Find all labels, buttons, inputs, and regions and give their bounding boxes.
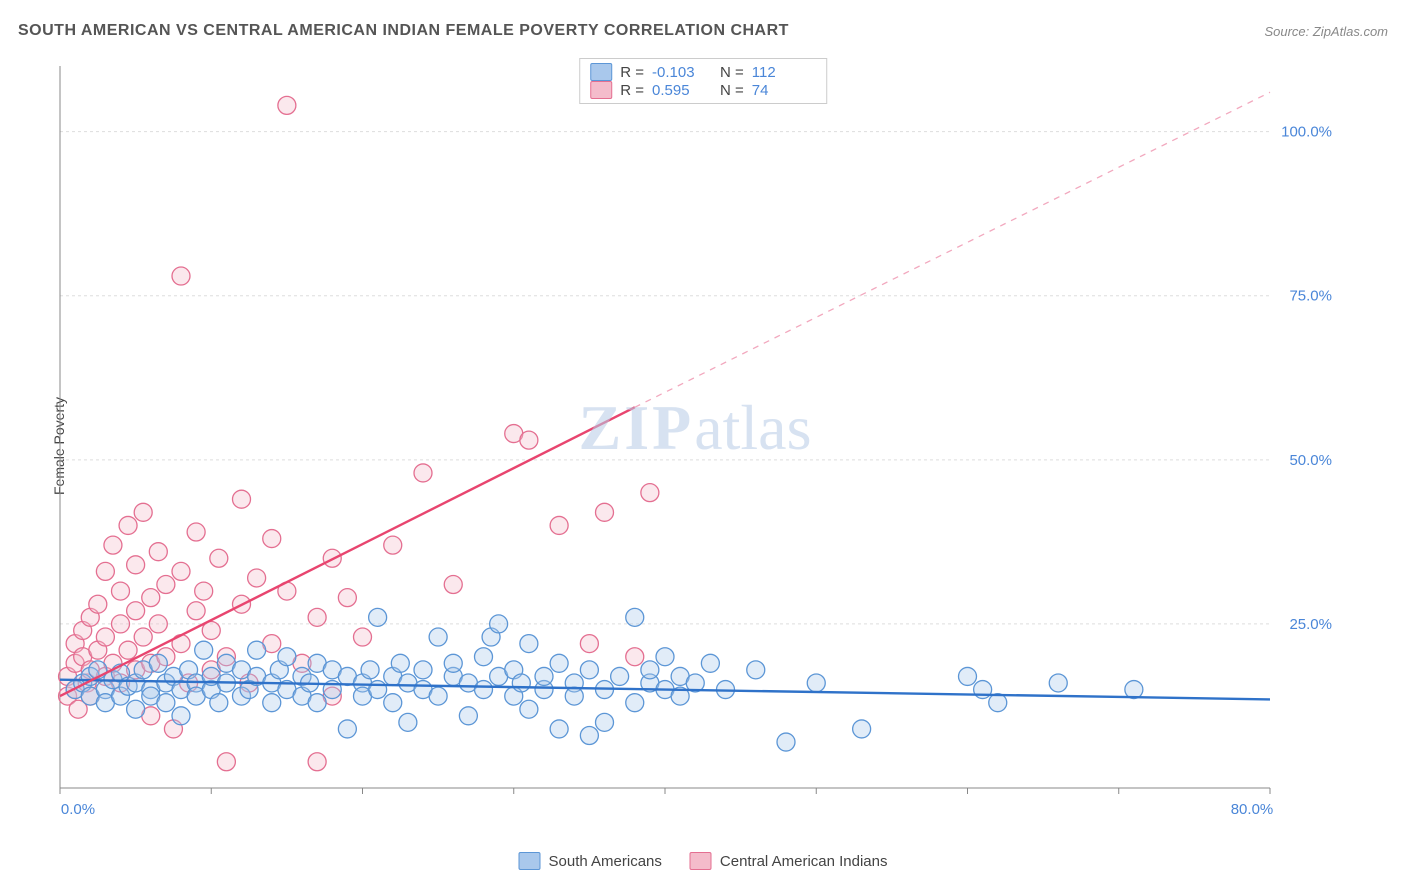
svg-text:50.0%: 50.0%: [1289, 452, 1332, 469]
r-value: -0.103: [652, 64, 712, 81]
legend-swatch: [590, 63, 612, 81]
legend-label: South Americans: [549, 853, 662, 870]
n-label: N =: [720, 82, 744, 99]
legend-swatch: [590, 81, 612, 99]
corr-legend-row: R = -0.103 N = 112: [590, 63, 812, 81]
legend-swatch: [690, 852, 712, 870]
svg-text:100.0%: 100.0%: [1281, 124, 1332, 141]
chart-title: SOUTH AMERICAN VS CENTRAL AMERICAN INDIA…: [18, 22, 789, 40]
svg-text:75.0%: 75.0%: [1289, 288, 1332, 305]
svg-text:25.0%: 25.0%: [1289, 616, 1332, 633]
scatter-chart: 25.0% 50.0% 75.0% 100.0% 0.0% 80.0%: [50, 58, 1340, 828]
r-value: 0.595: [652, 82, 712, 99]
legend-item: South Americans: [519, 852, 662, 870]
legend-label: Central American Indians: [720, 853, 888, 870]
chart-source: Source: ZipAtlas.com: [1264, 24, 1388, 39]
legend-swatch: [519, 852, 541, 870]
svg-text:80.0%: 80.0%: [1231, 801, 1274, 818]
n-label: N =: [720, 64, 744, 81]
plot-area: 25.0%50.0%75.0%100.0%0.0%80.0% ZIPatlas: [50, 58, 1340, 828]
legend-item: Central American Indians: [690, 852, 888, 870]
svg-text:0.0%: 0.0%: [61, 801, 95, 818]
n-value: 112: [752, 64, 812, 81]
correlation-legend: R = -0.103 N = 112 R = 0.595 N = 74: [579, 58, 827, 104]
r-label: R =: [620, 82, 644, 99]
series-legend: South Americans Central American Indians: [519, 852, 888, 870]
corr-legend-row: R = 0.595 N = 74: [590, 81, 812, 99]
r-label: R =: [620, 64, 644, 81]
chart-header: SOUTH AMERICAN VS CENTRAL AMERICAN INDIA…: [18, 22, 1388, 40]
n-value: 74: [752, 82, 812, 99]
